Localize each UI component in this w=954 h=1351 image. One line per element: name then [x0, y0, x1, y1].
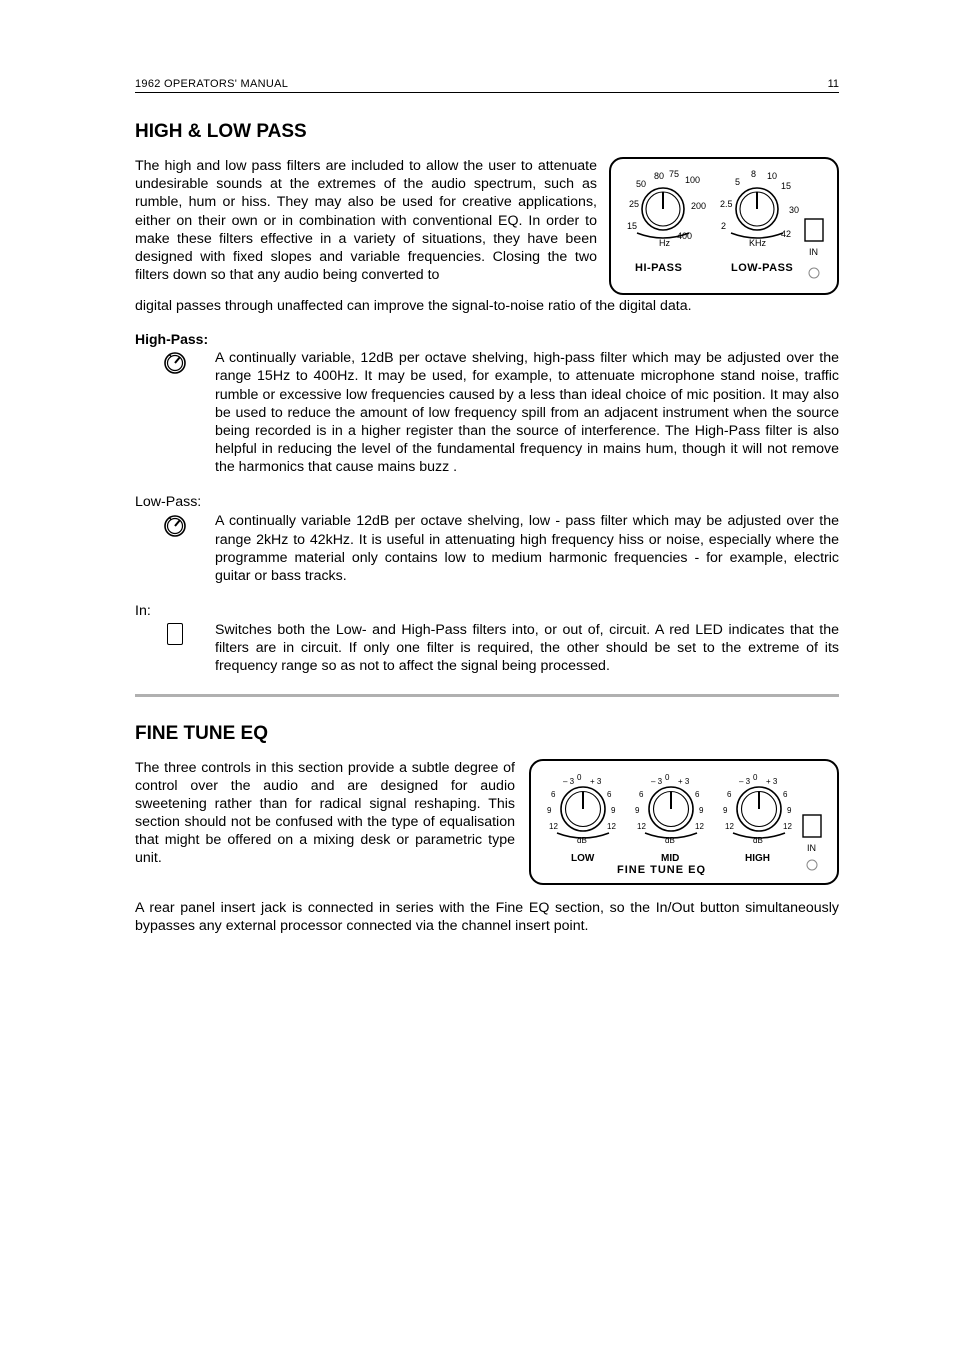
fine-tune-eq-panel-diagram: 0 – 3 + 3 6 6 9 9 12 12 dB 0 – 3 + 3 6 6 9 9 12… — [529, 759, 839, 885]
svg-text:12: 12 — [725, 822, 734, 831]
hi-low-pass-panel-diagram: 15 25 50 80 75 100 200 400 Hz — [609, 157, 839, 295]
svg-text:12: 12 — [637, 822, 646, 831]
svg-text:– 3: – 3 — [739, 777, 751, 786]
in-body: Switches both the Low- and High-Pass fil… — [215, 621, 839, 676]
svg-text:HI-PASS: HI-PASS — [635, 262, 682, 274]
knob-icon — [163, 351, 187, 375]
svg-text:15: 15 — [627, 221, 637, 231]
low-pass-body: A continually variable 12dB per octave s… — [215, 512, 839, 585]
page-number: 11 — [828, 78, 839, 90]
svg-text:6: 6 — [551, 790, 556, 799]
svg-text:+ 3: + 3 — [766, 777, 778, 786]
svg-text:15: 15 — [781, 181, 791, 191]
svg-text:75: 75 — [669, 169, 679, 179]
svg-text:2.5: 2.5 — [720, 199, 733, 209]
svg-text:8: 8 — [751, 169, 756, 179]
svg-text:12: 12 — [695, 822, 704, 831]
svg-text:5: 5 — [735, 177, 740, 187]
svg-text:6: 6 — [727, 790, 732, 799]
low-pass-label: Low-Pass: — [135, 494, 839, 510]
high-pass-label: High-Pass: — [135, 331, 839, 347]
header-title: 1962 OPERATORS' MANUAL — [135, 78, 288, 90]
section-divider — [135, 694, 839, 697]
fine-tune-eq-after: A rear panel insert jack is connected in… — [135, 899, 839, 935]
svg-text:25: 25 — [629, 199, 639, 209]
svg-text:9: 9 — [611, 806, 616, 815]
svg-text:12: 12 — [607, 822, 616, 831]
svg-text:6: 6 — [639, 790, 644, 799]
section-title-high-low-pass: HIGH & LOW PASS — [135, 121, 839, 143]
svg-text:0: 0 — [753, 773, 758, 782]
svg-text:42: 42 — [781, 229, 791, 239]
svg-text:dB: dB — [753, 836, 763, 845]
in-label: In: — [135, 603, 839, 619]
svg-text:9: 9 — [635, 806, 640, 815]
high-pass-body: A continually variable, 12dB per octave … — [215, 349, 839, 476]
page-header: 1962 OPERATORS' MANUAL 11 — [135, 78, 839, 93]
svg-text:KHz: KHz — [749, 238, 767, 248]
svg-text:IN: IN — [809, 247, 818, 257]
svg-text:6: 6 — [607, 790, 612, 799]
svg-text:Hz: Hz — [659, 238, 670, 248]
svg-text:200: 200 — [691, 201, 706, 211]
svg-text:9: 9 — [547, 806, 552, 815]
svg-text:HIGH: HIGH — [745, 853, 770, 864]
svg-text:0: 0 — [577, 773, 582, 782]
svg-text:+ 3: + 3 — [590, 777, 602, 786]
svg-text:FINE TUNE EQ: FINE TUNE EQ — [617, 864, 706, 875]
svg-text:80: 80 — [654, 171, 664, 181]
svg-text:6: 6 — [783, 790, 788, 799]
svg-text:LOW-PASS: LOW-PASS — [731, 262, 793, 274]
svg-text:0: 0 — [665, 773, 670, 782]
svg-text:IN: IN — [807, 843, 816, 853]
svg-text:10: 10 — [767, 171, 777, 181]
svg-text:+ 3: + 3 — [678, 777, 690, 786]
svg-text:MID: MID — [661, 853, 679, 864]
svg-text:LOW: LOW — [571, 853, 595, 864]
svg-text:9: 9 — [699, 806, 704, 815]
svg-text:2: 2 — [721, 221, 726, 231]
svg-text:– 3: – 3 — [651, 777, 663, 786]
svg-text:dB: dB — [577, 836, 587, 845]
fine-tune-eq-intro: The three controls in this section provi… — [135, 759, 515, 885]
section-title-fine-tune-eq: FINE TUNE EQ — [135, 723, 839, 745]
svg-text:12: 12 — [783, 822, 792, 831]
button-icon — [167, 623, 183, 645]
knob-icon — [163, 514, 187, 538]
svg-text:50: 50 — [636, 179, 646, 189]
high-low-pass-intro-cont: digital passes through unaffected can im… — [135, 297, 839, 315]
svg-text:100: 100 — [685, 175, 700, 185]
svg-text:9: 9 — [787, 806, 792, 815]
svg-text:6: 6 — [695, 790, 700, 799]
svg-text:dB: dB — [665, 836, 675, 845]
svg-text:12: 12 — [549, 822, 558, 831]
svg-text:9: 9 — [723, 806, 728, 815]
svg-text:400: 400 — [677, 231, 692, 241]
svg-text:– 3: – 3 — [563, 777, 575, 786]
svg-text:30: 30 — [789, 205, 799, 215]
high-low-pass-intro: The high and low pass filters are includ… — [135, 157, 597, 295]
